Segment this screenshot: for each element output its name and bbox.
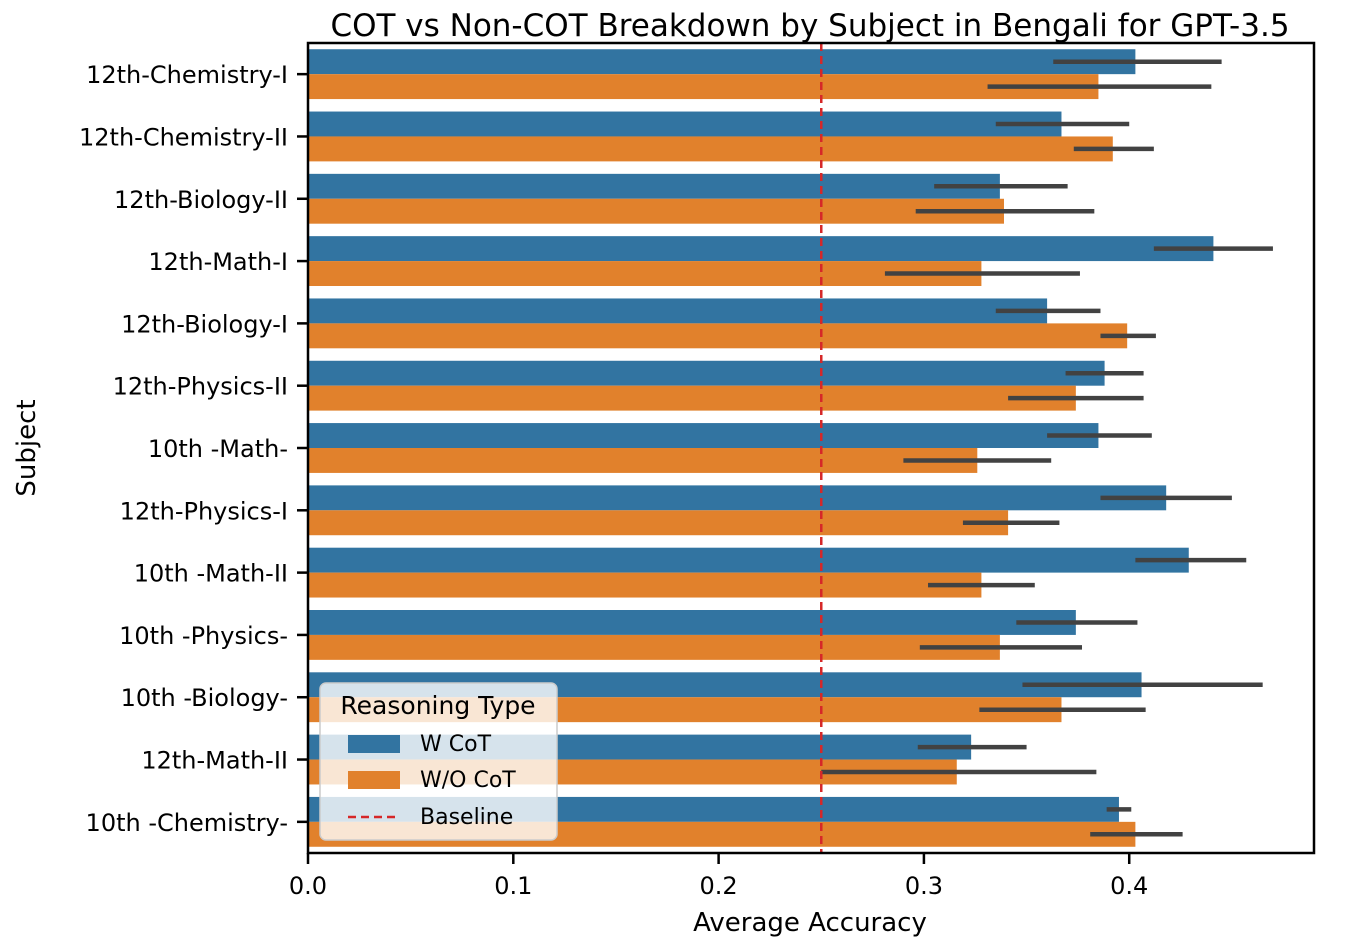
bar-w-cot [308, 173, 1000, 199]
y-tick-label: 12th-Physics-II [113, 373, 288, 401]
y-axis-label: Subject [12, 399, 42, 496]
legend-label-w-cot: W CoT [420, 732, 492, 757]
y-tick-label: 12th-Math-II [141, 747, 288, 775]
y-tick-label: 10th -Math- [148, 435, 288, 463]
bar-wo-cot [308, 448, 978, 473]
bar-wo-cot [308, 634, 1000, 660]
y-tick-label: 12th-Chemistry-II [79, 123, 288, 151]
bar-w-cot [308, 610, 1076, 635]
y-tick-label: 10th -Physics- [119, 622, 288, 650]
bar-wo-cot [308, 261, 982, 286]
legend-swatch-wo-cot [348, 771, 400, 789]
bar-wo-cot [308, 510, 1009, 536]
y-tick-label: 10th -Math-II [134, 560, 288, 588]
bar-wo-cot [308, 136, 1113, 162]
legend-title: Reasoning Type [340, 691, 535, 720]
bar-w-cot [308, 423, 1099, 448]
y-tick-label: 12th-Physics-I [120, 497, 288, 525]
chart-title: COT vs Non-COT Breakdown by Subject in B… [330, 8, 1289, 44]
bar-wo-cot [308, 74, 1099, 100]
legend-frame [319, 682, 558, 841]
y-axis-ticks: 12th-Chemistry-I 12th-Chemistry-II 12th-Bi… [79, 61, 308, 837]
x-tick-label: 0.0 [289, 872, 327, 900]
legend-label-baseline: Baseline [420, 805, 513, 830]
y-tick-label: 12th-Chemistry-I [86, 61, 288, 89]
bar-wo-cot [308, 323, 1128, 349]
legend: Reasoning Type W CoT W/O CoT Baseline [319, 682, 558, 841]
bar-w-cot [308, 485, 1167, 511]
bar-w-cot [308, 111, 1062, 137]
y-tick-label: 12th-Math-I [148, 248, 288, 276]
bar-w-cot [308, 49, 1136, 75]
x-tick-label: 0.4 [1110, 872, 1148, 900]
bar-w-cot [308, 360, 1105, 386]
x-axis-label: Average Accuracy [693, 908, 927, 938]
axes-frame [306, 41, 1316, 855]
bar-w-cot [308, 298, 1048, 324]
x-tick-label: 0.3 [905, 872, 943, 900]
legend-swatch-w-cot [348, 735, 400, 753]
x-axis-ticks: 0.0 0.1 0.2 0.3 0.4 [289, 853, 1148, 900]
bar-w-cot [308, 547, 1189, 573]
bar-wo-cot [308, 572, 982, 598]
y-tick-label: 10th -Chemistry- [86, 809, 288, 837]
y-tick-label: 12th-Biology-I [121, 310, 288, 338]
bar-w-cot [308, 236, 1214, 262]
bar-wo-cot [308, 385, 1076, 411]
bar-wo-cot [308, 198, 1004, 224]
y-tick-label: 12th-Biology-II [114, 186, 288, 214]
plot-area [308, 49, 1273, 847]
y-tick-label: 10th -Biology- [121, 684, 288, 712]
legend-label-wo-cot: W/O CoT [420, 768, 516, 793]
x-tick-label: 0.2 [700, 872, 738, 900]
x-tick-label: 0.1 [494, 872, 532, 900]
